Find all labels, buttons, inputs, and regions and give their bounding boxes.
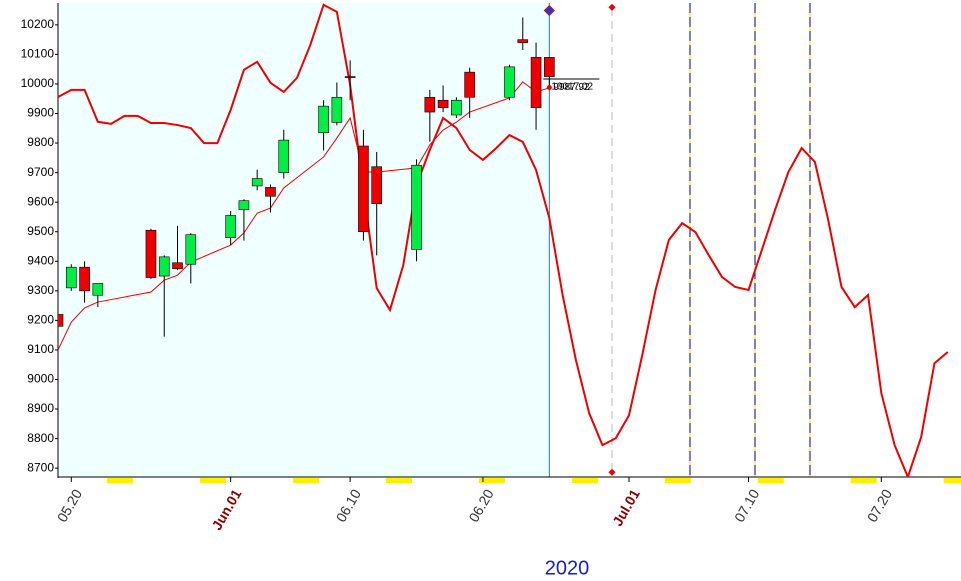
candle-body [185, 234, 197, 265]
candle-body [225, 215, 236, 238]
history-area [58, 3, 550, 477]
y-tick-label: 9600 [27, 194, 54, 208]
year-label: 2020 [545, 557, 590, 579]
x-tick-label: 06.20 [465, 486, 496, 525]
x-tick-label: Jul.01 [609, 486, 643, 529]
candle-body [145, 229, 157, 278]
y-tick-label: 9500 [27, 224, 54, 238]
candle-body [371, 166, 383, 204]
y-tick-label: 8800 [27, 431, 54, 445]
x-tick-label: 07.10 [731, 486, 762, 525]
candle-body [358, 145, 369, 233]
candle-body [158, 256, 170, 277]
cycle-markers [608, 3, 811, 477]
ma-last-dot [546, 85, 552, 91]
weekend-marker [850, 478, 877, 483]
candle-body [65, 266, 77, 289]
candle-body [424, 96, 436, 113]
candle-body [331, 96, 343, 123]
candle-body [58, 314, 64, 327]
y-tick-label: 9000 [27, 372, 54, 386]
weekend-marker [571, 478, 598, 483]
line [58, 81, 550, 351]
weekend-marker [757, 478, 784, 483]
axes [55, 3, 961, 482]
candle-body [504, 66, 515, 98]
candle-body [464, 71, 475, 98]
x-tick-label: 06.10 [333, 486, 364, 525]
plot [58, 3, 949, 477]
y-tick-label: 9400 [27, 253, 54, 267]
candle-body [544, 57, 555, 77]
weekend-marker [664, 478, 691, 483]
candle-body [238, 200, 250, 210]
candle-body [92, 283, 104, 296]
y-tick-label: 9100 [27, 342, 54, 356]
last-diamond [543, 4, 555, 17]
weekend-marker [200, 478, 227, 483]
x-tick-label: Jun.01 [208, 486, 244, 533]
line [58, 3, 949, 477]
y-tick-label: 10200 [21, 17, 55, 31]
x-tick-label: 07.20 [864, 486, 895, 525]
weekend-marker [478, 478, 505, 483]
x-tick-label: 05.20 [54, 486, 85, 525]
y-tick-label: 9200 [27, 313, 54, 327]
y-tick-label: 8700 [27, 460, 54, 474]
y-tick-label: 10000 [21, 76, 55, 90]
candle-body [251, 178, 263, 187]
candle-body [278, 139, 290, 173]
y-tick-label: 9800 [27, 135, 54, 149]
candle-body [451, 99, 462, 116]
candle-body [265, 187, 276, 197]
weekend-marker [385, 478, 412, 483]
y-tick-label: 9700 [27, 165, 54, 179]
candle-body [318, 105, 329, 134]
candle-body [530, 57, 542, 108]
y-tick-label: 9300 [27, 283, 54, 297]
cycle-diamond [608, 468, 616, 476]
y-tick-label: 8900 [27, 401, 54, 415]
y-tick-label: 9900 [27, 106, 54, 120]
weekend-marker [943, 478, 961, 483]
candle-body [411, 164, 422, 250]
candle-body [79, 266, 90, 292]
price-label: 10017.02 [551, 82, 593, 93]
candle-body [344, 76, 356, 78]
candle-body [437, 99, 449, 108]
candle-body [517, 39, 529, 43]
ma-last-label: 9987.92 [553, 82, 590, 93]
y-tick-label: 10100 [21, 47, 55, 61]
candle-body [172, 262, 183, 269]
cycle-diamond [608, 3, 616, 11]
weekend-marker [107, 478, 134, 483]
weekend-marker [293, 478, 320, 483]
